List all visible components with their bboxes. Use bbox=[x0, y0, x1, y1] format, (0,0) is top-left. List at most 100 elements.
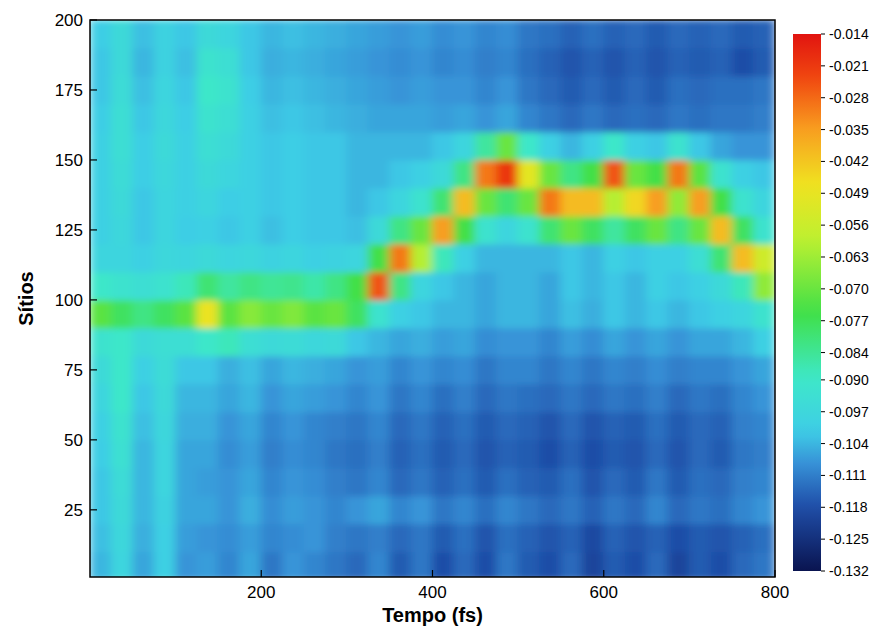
cell bbox=[368, 47, 390, 76]
colorbar-tick-label: -0.111 bbox=[829, 467, 867, 483]
cell bbox=[239, 131, 261, 160]
cell bbox=[261, 551, 283, 577]
cell bbox=[475, 299, 497, 328]
cell bbox=[239, 411, 261, 440]
cell bbox=[325, 327, 347, 356]
cell bbox=[175, 551, 197, 577]
cell bbox=[518, 327, 540, 356]
cell bbox=[154, 439, 176, 468]
cell bbox=[496, 355, 518, 384]
cell bbox=[475, 411, 497, 440]
cell bbox=[539, 75, 561, 104]
cell bbox=[518, 103, 540, 132]
cell bbox=[689, 103, 711, 132]
cell bbox=[239, 355, 261, 384]
y-tick-label: 100 bbox=[55, 291, 83, 310]
cell bbox=[368, 243, 390, 272]
cell bbox=[560, 495, 582, 524]
cell bbox=[90, 439, 112, 468]
cell bbox=[411, 467, 433, 496]
cell bbox=[325, 355, 347, 384]
cell bbox=[453, 299, 475, 328]
cell bbox=[646, 47, 668, 76]
cell bbox=[346, 47, 368, 76]
colorbar-tick bbox=[821, 65, 825, 66]
cell bbox=[304, 299, 326, 328]
cell bbox=[539, 439, 561, 468]
y-tick bbox=[90, 509, 97, 510]
cell bbox=[132, 75, 154, 104]
x-tick bbox=[774, 570, 775, 577]
cell bbox=[560, 131, 582, 160]
cell bbox=[432, 103, 454, 132]
cell bbox=[453, 383, 475, 412]
cell bbox=[646, 467, 668, 496]
cell bbox=[389, 327, 411, 356]
cell bbox=[582, 383, 604, 412]
cell bbox=[325, 131, 347, 160]
y-tick-label: 200 bbox=[55, 11, 83, 30]
cell bbox=[646, 103, 668, 132]
cell bbox=[218, 355, 240, 384]
cell bbox=[518, 215, 540, 244]
cell bbox=[582, 20, 604, 48]
cell bbox=[411, 187, 433, 216]
cell bbox=[154, 355, 176, 384]
cell bbox=[175, 411, 197, 440]
cell bbox=[689, 495, 711, 524]
cell bbox=[389, 243, 411, 272]
cell bbox=[132, 243, 154, 272]
cell bbox=[625, 131, 647, 160]
y-axis-title: Sítios bbox=[15, 271, 37, 325]
cell bbox=[197, 355, 219, 384]
cell bbox=[218, 523, 240, 552]
cell bbox=[689, 439, 711, 468]
cell bbox=[132, 271, 154, 300]
cell bbox=[411, 75, 433, 104]
cell bbox=[411, 551, 433, 577]
cell bbox=[560, 103, 582, 132]
cell bbox=[732, 467, 754, 496]
cell bbox=[475, 551, 497, 577]
cell bbox=[453, 20, 475, 48]
cell bbox=[689, 299, 711, 328]
cell bbox=[239, 47, 261, 76]
cell bbox=[603, 495, 625, 524]
cell bbox=[710, 411, 732, 440]
cell bbox=[646, 243, 668, 272]
cell bbox=[539, 20, 561, 48]
cell bbox=[90, 383, 112, 412]
cell bbox=[732, 327, 754, 356]
cell bbox=[582, 131, 604, 160]
cell bbox=[175, 327, 197, 356]
cell bbox=[261, 411, 283, 440]
cell bbox=[411, 131, 433, 160]
cell bbox=[282, 383, 304, 412]
cell bbox=[667, 383, 689, 412]
cell bbox=[539, 383, 561, 412]
cell bbox=[346, 383, 368, 412]
cell bbox=[496, 439, 518, 468]
cell bbox=[154, 187, 176, 216]
cell bbox=[90, 47, 112, 76]
cell bbox=[90, 411, 112, 440]
cell bbox=[261, 299, 283, 328]
cell bbox=[282, 327, 304, 356]
cell bbox=[539, 411, 561, 440]
colorbar-tick-label: -0.014 bbox=[829, 26, 869, 42]
colorbar-tick bbox=[821, 320, 825, 321]
cell bbox=[432, 47, 454, 76]
colorbar-tick-label: -0.104 bbox=[829, 436, 869, 452]
cell bbox=[582, 187, 604, 216]
cell bbox=[603, 523, 625, 552]
cell bbox=[389, 523, 411, 552]
cell bbox=[453, 411, 475, 440]
x-axis-title: Tempo (fs) bbox=[382, 604, 483, 626]
cell bbox=[111, 383, 133, 412]
cell bbox=[389, 495, 411, 524]
cell bbox=[304, 271, 326, 300]
cell bbox=[411, 355, 433, 384]
x-tick bbox=[432, 570, 433, 577]
cell bbox=[346, 131, 368, 160]
cell bbox=[560, 159, 582, 188]
